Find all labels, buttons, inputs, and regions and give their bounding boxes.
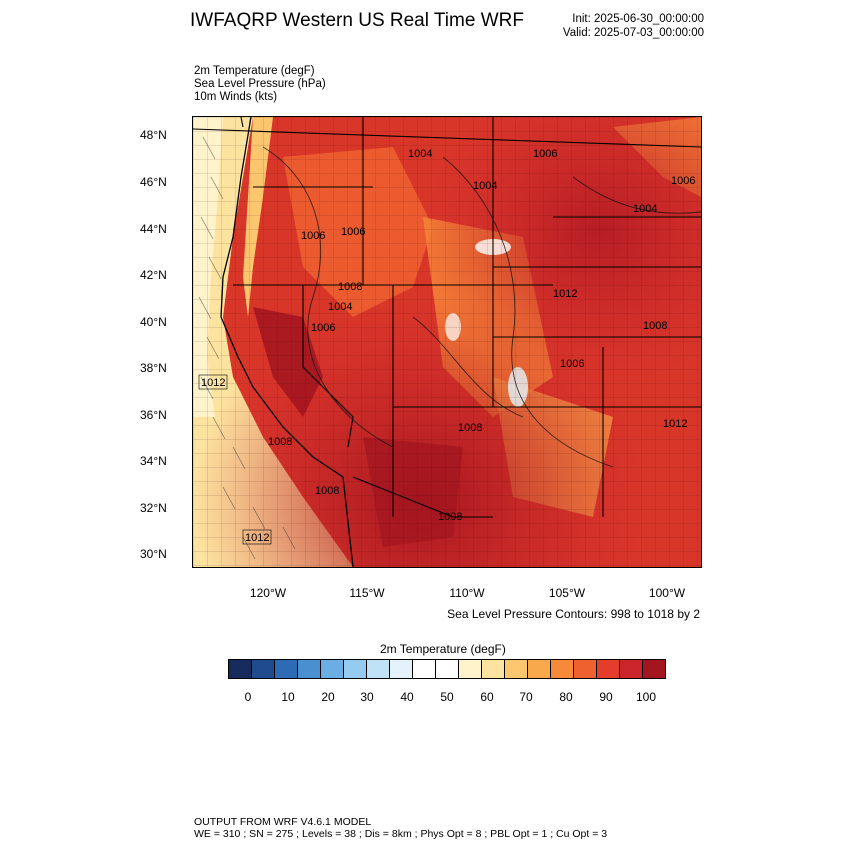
pressure-label: 1006 [533,148,557,160]
footer-config: WE = 310 ; SN = 275 ; Levels = 38 ; Dis … [194,828,608,840]
lon-label: 115°W [349,586,385,600]
colorbar-tick-label: 100 [635,690,657,704]
colorbar-tick-label: 50 [440,690,454,704]
pressure-label: 1004 [473,180,497,192]
pressure-label: 1012 [201,377,225,389]
lon-label: 110°W [449,586,485,600]
lon-label: 120°W [249,586,287,600]
colorbar [228,659,666,679]
pressure-label: 1008 [315,485,339,497]
colorbar-bin [459,660,482,678]
pressure-label: 1008 [643,320,667,332]
colorbar-bin [344,660,367,678]
temperature-map: 1004 1006 1004 1006 1006 1006 1004 1004 … [192,116,702,568]
colorbar-bin [321,660,344,678]
lon-label: 100°W [648,586,686,600]
colorbar-bin [275,660,298,678]
colorbar-tick-label: 0 [244,690,252,704]
colorbar-bin [528,660,551,678]
lat-label: 38°N [140,361,167,375]
lat-label: 44°N [140,222,167,236]
pressure-label: 1012 [663,418,687,430]
footer-model: OUTPUT FROM WRF V4.6.1 MODEL [194,816,372,828]
lat-label: 42°N [140,268,167,282]
lat-label: 30°N [140,547,167,561]
lat-label: 40°N [140,315,167,329]
pressure-label: 1012 [245,532,269,544]
pressure-label: 1008 [268,436,292,448]
colorbar-bin [574,660,597,678]
valid-time: Valid: 2025-07-03_00:00:00 [562,27,704,39]
colorbar-bin [390,660,413,678]
colorbar-bin [643,660,665,678]
pressure-label: 1006 [560,358,584,370]
field-label-pressure: Sea Level Pressure (hPa) [194,78,326,90]
colorbar-bin [413,660,436,678]
pressure-label: 1008 [338,281,362,293]
colorbar-tick-label: 60 [480,690,494,704]
lat-label: 34°N [140,454,167,468]
colorbar-tick-label: 90 [599,690,613,704]
colorbar-bin [436,660,459,678]
lon-label: 105°W [548,586,586,600]
lat-label: 32°N [140,501,167,515]
colorbar-tick-label: 20 [321,690,335,704]
colorbar-bin [229,660,252,678]
lat-label: 46°N [140,175,167,189]
pressure-label: 1006 [301,230,325,242]
colorbar-bin [482,660,505,678]
contour-note: Sea Level Pressure Contours: 998 to 1018… [447,607,700,621]
colorbar-tick-label: 80 [559,690,573,704]
colorbar-bin [298,660,321,678]
colorbar-bin [551,660,574,678]
colorbar-title: 2m Temperature (degF) [380,642,506,656]
field-label-temperature: 2m Temperature (degF) [194,65,315,77]
pressure-label: 1006 [341,226,365,238]
pressure-labels: 1004 1006 1004 1006 1006 1006 1004 1004 … [198,148,695,545]
field-label-winds: 10m Winds (kts) [194,91,278,103]
colorbar-bin [620,660,643,678]
pressure-label: 1008 [438,511,462,523]
colorbar-tick-label: 30 [360,690,374,704]
pressure-label: 1012 [553,288,577,300]
colorbar-bin [252,660,275,678]
colorbar-tick-label: 10 [281,690,295,704]
pressure-label: 1004 [408,148,432,160]
colorbar-bin [367,660,390,678]
map-canvas: 1004 1006 1004 1006 1006 1006 1004 1004 … [193,117,701,567]
lat-label: 48°N [140,128,167,142]
colorbar-tick-label: 70 [519,690,533,704]
pressure-label: 1006 [311,322,335,334]
colorbar-bin [505,660,528,678]
lat-label: 36°N [140,408,167,422]
colorbar-tick-label: 40 [400,690,414,704]
pressure-label: 1006 [671,175,695,187]
pressure-label: 1008 [458,422,482,434]
pressure-label: 1004 [633,203,657,215]
pressure-label: 1004 [328,301,352,313]
map-title: IWFAQRP Western US Real Time WRF [190,10,524,31]
init-time: Init: 2025-06-30_00:00:00 [572,13,704,25]
colorbar-bin [597,660,620,678]
